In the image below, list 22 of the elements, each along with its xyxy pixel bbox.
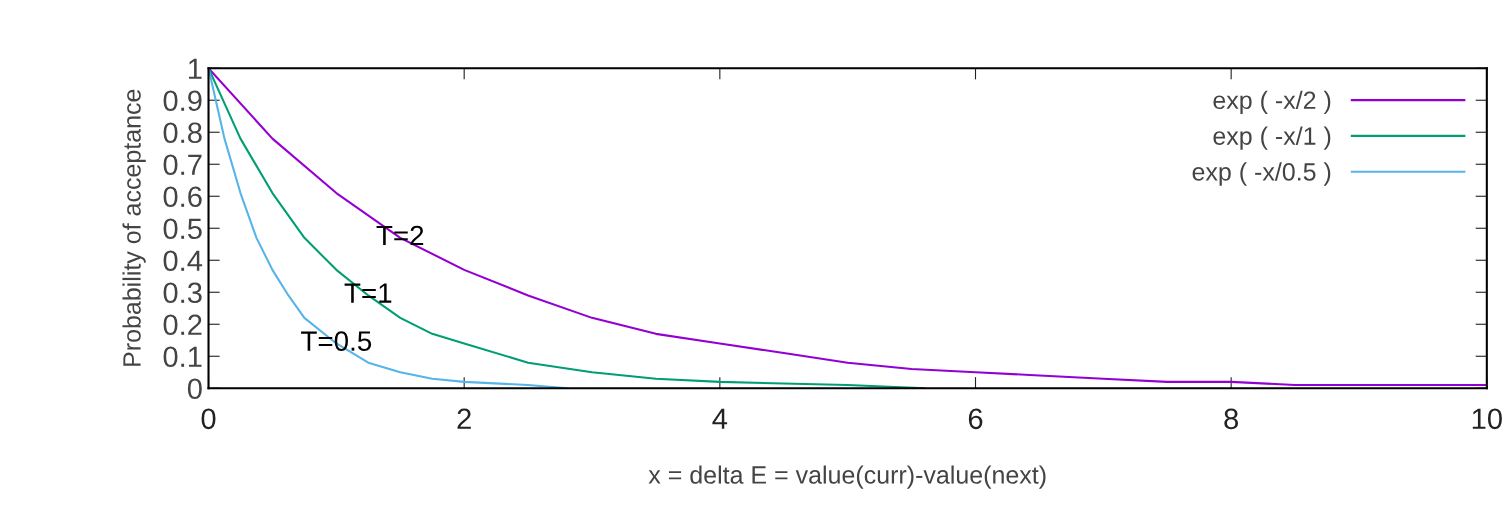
y-axis-title: Probability of acceptance <box>122 89 146 366</box>
x-tick-label: 10 <box>1472 408 1502 430</box>
x-tick-label: 2 <box>457 408 471 429</box>
line-series <box>208 68 1487 387</box>
y-tick-label: 0.8 <box>163 122 202 144</box>
x-tick-label: 8 <box>1224 408 1239 430</box>
y-tick-label: 1 <box>188 58 202 79</box>
legend-label: exp ( -x/2 ) <box>1213 90 1331 115</box>
y-tick-label: 0.5 <box>163 218 202 240</box>
y-tick-label: 0.4 <box>163 250 203 272</box>
y-tick-label: 0.3 <box>163 282 202 304</box>
y-tick-label: 0.9 <box>163 90 202 112</box>
legend-label: exp ( -x/1 ) <box>1213 126 1331 150</box>
legend-label: exp ( -x/0.5 ) <box>1192 162 1331 186</box>
x-tick-label: 4 <box>712 408 728 429</box>
y-tick-label: 0.1 <box>163 346 202 368</box>
y-tick-label: 0.7 <box>163 154 202 176</box>
x-tick-label: 6 <box>968 408 983 430</box>
y-tick-label: 0 <box>187 378 202 400</box>
y-tick-label: 0.6 <box>163 186 202 208</box>
x-axis-title: x = delta E = value(curr)-value(next) <box>648 465 1046 489</box>
y-tick-label: 0.2 <box>163 314 202 336</box>
